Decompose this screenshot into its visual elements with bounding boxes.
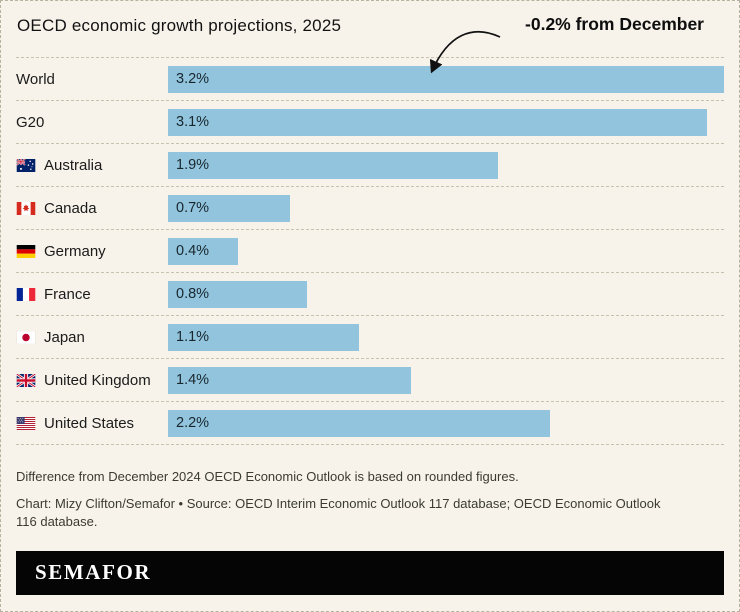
flag-australia-icon (16, 158, 36, 172)
chart-row: Japan 1.1% (16, 316, 724, 359)
bar-value-label: 0.4% (176, 243, 210, 259)
bar-value-label: 1.1% (176, 329, 210, 345)
bar-united-states: 2.2% (168, 409, 551, 437)
row-label: United States (16, 415, 168, 432)
bar-chart: World 3.2% G20 3.1% Australia 1.9% Canada 0.7% G… (16, 57, 724, 445)
chart-row: Germany 0.4% (16, 230, 724, 273)
bar-value-label: 2.2% (176, 415, 210, 431)
semafor-logo: SEMAFOR (35, 560, 152, 585)
bar-world: 3.2% (168, 65, 724, 93)
credit-text: Chart: Mizy Clifton/Semafor • Source: OE… (16, 496, 661, 529)
chart-row: Canada 0.7% (16, 187, 724, 230)
chart-row: United States 2.2% (16, 402, 724, 445)
row-label: Germany (16, 243, 168, 260)
bar-united-kingdom: 1.4% (168, 366, 412, 394)
bar-track: 2.2% (168, 409, 724, 437)
flag-united-states-icon (16, 416, 36, 430)
category-name: United States (44, 414, 135, 432)
chart-row: France 0.8% (16, 273, 724, 316)
flag-canada-icon (16, 201, 36, 215)
bar-canada: 0.7% (168, 194, 290, 222)
category-name: France (44, 285, 91, 303)
category-name: World (16, 70, 55, 88)
row-label: United Kingdom (16, 372, 168, 389)
chart-row: World 3.2% (16, 58, 724, 101)
row-label: Australia (16, 157, 168, 174)
bar-track: 1.1% (168, 323, 724, 351)
bar-value-label: 3.1% (176, 114, 210, 130)
row-label: Japan (16, 329, 168, 346)
bar-japan: 1.1% (168, 323, 360, 351)
chart-title: OECD economic growth projections, 2025 (17, 16, 342, 35)
row-label: G20 (16, 114, 168, 131)
note-text: Difference from December 2024 OECD Econo… (16, 469, 519, 484)
row-label: France (16, 286, 168, 303)
bar-track: 1.9% (168, 151, 724, 179)
bar-value-label: 0.7% (176, 200, 210, 216)
semafor-logo-bar: SEMAFOR (16, 550, 724, 595)
bar-track: 0.7% (168, 194, 724, 222)
bar-track: 3.1% (168, 108, 724, 136)
category-name: Japan (44, 328, 85, 346)
bar-value-label: 0.8% (176, 286, 210, 302)
chart-header: OECD economic growth projections, 2025 -… (16, 1, 724, 74)
chart-row: Australia 1.9% (16, 144, 724, 187)
category-name: United Kingdom (44, 371, 151, 389)
annotation-label: -0.2% from December (525, 14, 704, 34)
bar-value-label: 1.9% (176, 157, 210, 173)
chart-notes: Difference from December 2024 OECD Econo… (16, 445, 724, 531)
bar-value-label: 1.4% (176, 372, 210, 388)
chart-row: United Kingdom 1.4% (16, 359, 724, 402)
bar-france: 0.8% (168, 280, 307, 308)
category-name: Germany (44, 242, 106, 260)
category-name: Australia (44, 156, 103, 174)
bar-australia: 1.9% (168, 151, 499, 179)
flag-united-kingdom-icon (16, 373, 36, 387)
flag-france-icon (16, 287, 36, 301)
chart-row: G20 3.1% (16, 101, 724, 144)
bar-value-label: 3.2% (176, 71, 210, 87)
flag-germany-icon (16, 244, 36, 258)
bar-track: 3.2% (168, 65, 724, 93)
category-name: G20 (16, 113, 45, 131)
bar-track: 0.8% (168, 280, 724, 308)
bar-g20: 3.1% (168, 108, 707, 136)
bar-track: 0.4% (168, 237, 724, 265)
flag-japan-icon (16, 330, 36, 344)
bar-germany: 0.4% (168, 237, 238, 265)
bar-track: 1.4% (168, 366, 724, 394)
row-label: World (16, 71, 168, 88)
category-name: Canada (44, 199, 97, 217)
row-label: Canada (16, 200, 168, 217)
